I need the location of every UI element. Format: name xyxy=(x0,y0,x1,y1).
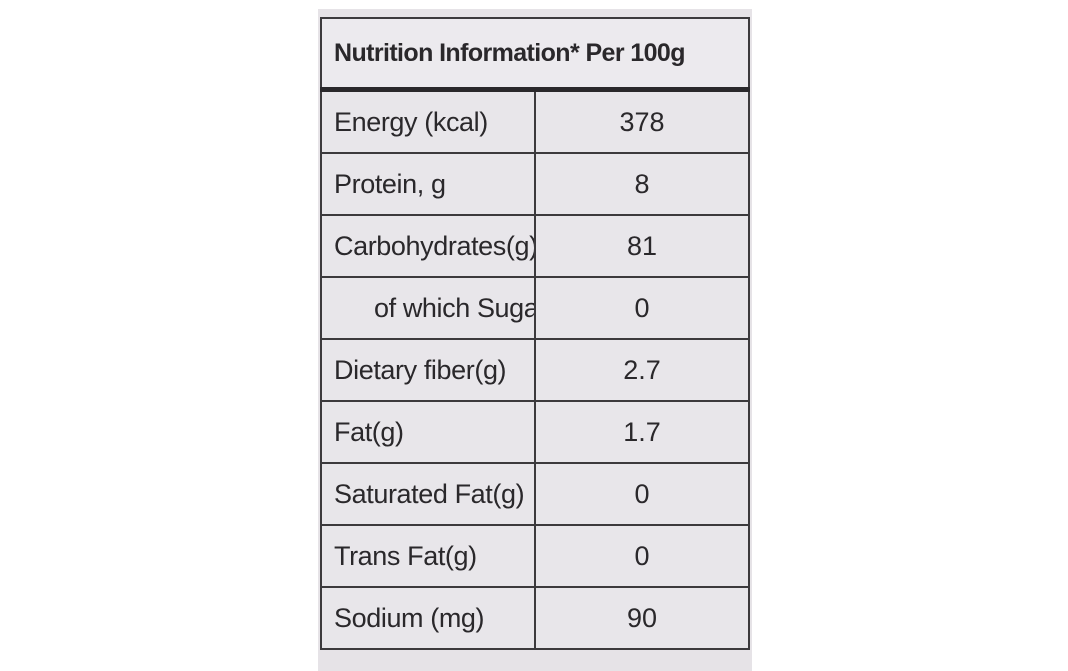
table-row-trans-fat: Trans Fat(g) 0 xyxy=(320,524,750,588)
table-row-carbohydrates: Carbohydrates(g) 81 xyxy=(320,214,750,278)
table-row-protein: Protein, g 8 xyxy=(320,152,750,216)
nutrition-facts-table: Nutrition Information* Per 100g Energy (… xyxy=(320,17,750,650)
nutrient-name: Dietary fiber(g) xyxy=(320,338,536,402)
nutrient-name: Saturated Fat(g) xyxy=(320,462,536,526)
nutrient-value: 0 xyxy=(534,462,750,526)
nutrient-value: 81 xyxy=(534,214,750,278)
table-row-energy: Energy (kcal) 378 xyxy=(320,88,750,154)
table-row-fat: Fat(g) 1.7 xyxy=(320,400,750,464)
table-header-row: Nutrition Information* Per 100g xyxy=(320,17,750,92)
nutrient-value: 90 xyxy=(534,586,750,650)
nutrient-name: Trans Fat(g) xyxy=(320,524,536,588)
nutrient-value: 0 xyxy=(534,524,750,588)
table-row-sugars: of which Sugars(g) 0 xyxy=(320,276,750,340)
table-row-dietary-fiber: Dietary fiber(g) 2.7 xyxy=(320,338,750,402)
nutrient-name: Protein, g xyxy=(320,152,536,216)
nutrient-name: Fat(g) xyxy=(320,400,536,464)
nutrient-name: Sodium (mg) xyxy=(320,586,536,650)
table-title: Nutrition Information* Per 100g xyxy=(320,17,750,92)
nutrient-value: 1.7 xyxy=(534,400,750,464)
nutrient-value: 8 xyxy=(534,152,750,216)
table-row-sodium: Sodium (mg) 90 xyxy=(320,586,750,650)
nutrient-name: of which Sugars(g) xyxy=(320,276,536,340)
nutrient-value: 378 xyxy=(534,88,750,154)
nutrient-name: Energy (kcal) xyxy=(320,88,536,154)
nutrient-value: 2.7 xyxy=(534,338,750,402)
nutrient-name: Carbohydrates(g) xyxy=(320,214,536,278)
table-row-saturated-fat: Saturated Fat(g) 0 xyxy=(320,462,750,526)
nutrient-value: 0 xyxy=(534,276,750,340)
